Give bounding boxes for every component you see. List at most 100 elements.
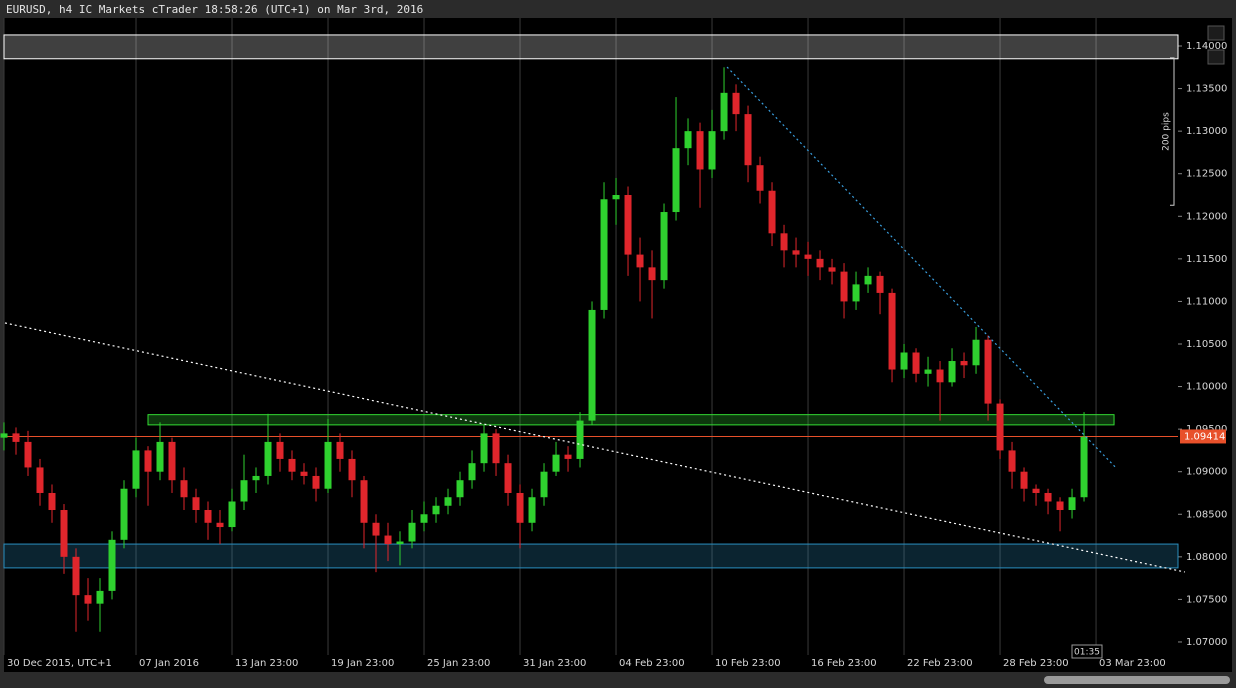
candle-body: [636, 254, 644, 268]
candle-body: [408, 522, 416, 542]
candle-body: [24, 441, 32, 468]
candle-body: [120, 488, 128, 540]
candle-body: [456, 480, 464, 498]
candle-body: [684, 131, 692, 149]
candle-body: [696, 131, 704, 170]
candle-body: [96, 590, 104, 604]
candle-body: [564, 454, 572, 459]
candle-body: [432, 505, 440, 515]
candle-body: [708, 131, 716, 170]
candle-body: [984, 339, 992, 404]
candle-body: [312, 475, 320, 489]
x-tick-label: 16 Feb 23:00: [811, 658, 877, 669]
candle-body: [900, 352, 908, 370]
candle-body: [612, 195, 620, 200]
candle-body: [216, 522, 224, 528]
y-tick-label: 1.10000: [1186, 382, 1227, 393]
candle-body: [48, 492, 56, 511]
candle-body: [828, 267, 836, 272]
y-tick-label: 1.10500: [1186, 339, 1227, 350]
candle-body: [1068, 497, 1076, 511]
candle-body: [912, 352, 920, 374]
pips-bracket: [1170, 57, 1175, 206]
candle-body: [336, 441, 344, 459]
candle-body: [744, 114, 752, 166]
candle-body: [276, 441, 284, 459]
candle-body: [300, 471, 308, 476]
price-axis: [1178, 18, 1232, 655]
candle-body: [240, 480, 248, 502]
candle-body: [816, 258, 824, 268]
candle-body: [960, 361, 968, 366]
x-tick-label: 30 Dec 2015, UTC+1: [7, 658, 112, 669]
candle-body: [768, 190, 776, 234]
scrollbar[interactable]: [1044, 676, 1230, 684]
candle-body: [624, 195, 632, 255]
x-tick-label: 31 Jan 23:00: [523, 658, 586, 669]
x-tick-label: 28 Feb 23:00: [1003, 658, 1069, 669]
candle-body: [156, 441, 164, 472]
candle-body: [1056, 501, 1064, 511]
zone: [3, 543, 1179, 569]
time-axis: [4, 655, 1232, 672]
candle-body: [720, 92, 728, 132]
candle-body: [552, 454, 560, 472]
y-tick-label: 1.12000: [1186, 211, 1227, 222]
current-price-label: 1.09414: [1184, 431, 1225, 442]
candle-body: [132, 450, 140, 489]
candle-body: [348, 458, 356, 481]
candle-body: [12, 433, 20, 442]
candle-body: [492, 433, 500, 464]
x-tick-label: 25 Jan 23:00: [427, 658, 490, 669]
candle-body: [540, 471, 548, 498]
candle-body: [480, 433, 488, 464]
candle-body: [804, 254, 812, 259]
current-price-box: [1180, 429, 1226, 444]
candle-body: [528, 497, 536, 523]
candle-body: [888, 292, 896, 370]
candle-body: [1044, 492, 1052, 502]
candle-body: [852, 284, 860, 302]
candle-body: [168, 441, 176, 481]
candle-body: [36, 467, 44, 493]
candle-body: [1020, 471, 1028, 489]
candle-body: [660, 212, 668, 281]
candle-body: [924, 369, 932, 374]
candle-body: [576, 420, 584, 459]
candle-body: [228, 501, 236, 528]
zone: [3, 34, 1179, 60]
countdown-label: 01:35: [1074, 648, 1100, 658]
candle-body: [792, 250, 800, 255]
candle-body: [180, 480, 188, 498]
chart-title: EURUSD, h4 IC Markets cTrader 18:58:26 (…: [6, 3, 423, 16]
candle-body: [756, 165, 764, 191]
candle-body: [516, 492, 524, 523]
candle-body: [1080, 436, 1088, 498]
candle-body: [504, 463, 512, 493]
candle-body: [396, 541, 404, 545]
candle-body: [948, 361, 956, 383]
y-tick-label: 1.09000: [1186, 467, 1227, 478]
y-tick-label: 1.11500: [1186, 254, 1227, 265]
candle-body: [732, 92, 740, 115]
y-tick-label: 1.07000: [1186, 637, 1227, 648]
y-tick-label: 1.08500: [1186, 509, 1227, 520]
x-tick-label: 07 Jan 2016: [139, 658, 199, 669]
candle-body: [84, 595, 92, 604]
screenshot-button[interactable]: [1207, 49, 1225, 65]
trendline: [4, 322, 1185, 573]
candle-body: [876, 275, 884, 293]
candle-body: [252, 475, 260, 481]
candle-body: [0, 433, 8, 438]
zone: [147, 414, 1115, 426]
popout-button[interactable]: [1207, 25, 1225, 41]
candle-body: [780, 233, 788, 251]
countdown-box: [1071, 644, 1103, 659]
y-tick-label: 1.14000: [1186, 41, 1227, 52]
candle-body: [588, 309, 596, 421]
x-tick-label: 04 Feb 23:00: [619, 658, 685, 669]
candle-body: [384, 535, 392, 545]
candle-body: [444, 497, 452, 506]
x-tick-label: 03 Mar 23:00: [1099, 658, 1166, 669]
